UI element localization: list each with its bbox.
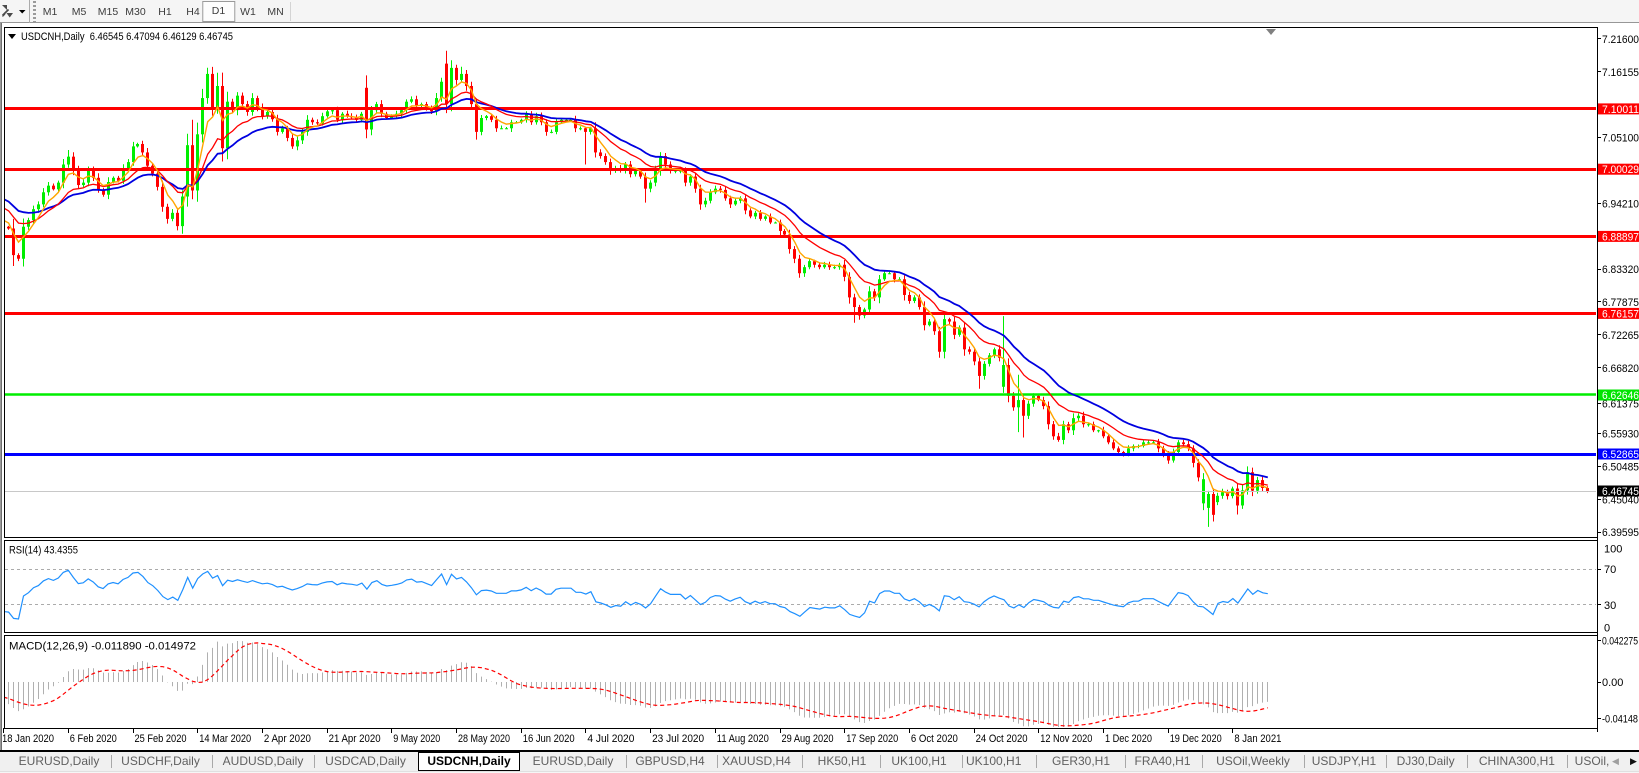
svg-text:0.042275: 0.042275 bbox=[1602, 636, 1638, 648]
svg-text:100: 100 bbox=[1604, 544, 1622, 556]
svg-text:1 Dec 2020: 1 Dec 2020 bbox=[1105, 733, 1152, 745]
svg-text:8 Jan 2021: 8 Jan 2021 bbox=[1234, 733, 1281, 745]
svg-text:6.76157: 6.76157 bbox=[1602, 308, 1639, 320]
svg-text:0: 0 bbox=[1604, 623, 1610, 635]
svg-text:6.45040: 6.45040 bbox=[1602, 494, 1639, 506]
svg-text:21 Apr 2020: 21 Apr 2020 bbox=[329, 733, 381, 745]
svg-text:30: 30 bbox=[1604, 600, 1616, 612]
svg-text:6.66820: 6.66820 bbox=[1602, 363, 1639, 375]
svg-text:6.61375: 6.61375 bbox=[1602, 399, 1639, 411]
svg-text:0.00: 0.00 bbox=[1602, 677, 1623, 689]
svg-text:6.77875: 6.77875 bbox=[1602, 297, 1639, 309]
svg-text:6.88897: 6.88897 bbox=[1602, 231, 1639, 243]
svg-text:19 Dec 2020: 19 Dec 2020 bbox=[1170, 733, 1222, 745]
svg-text:23 Jul 2020: 23 Jul 2020 bbox=[652, 733, 704, 745]
svg-text:MACD(12,26,9) -0.011890 -0.014: MACD(12,26,9) -0.011890 -0.014972 bbox=[9, 641, 196, 653]
svg-text:6.50485: 6.50485 bbox=[1602, 461, 1639, 473]
svg-text:7.10011: 7.10011 bbox=[1602, 104, 1639, 116]
svg-text:-0.04148: -0.04148 bbox=[1602, 714, 1638, 726]
svg-text:18 Jan 2020: 18 Jan 2020 bbox=[2, 733, 54, 745]
svg-text:9 May 2020: 9 May 2020 bbox=[393, 733, 440, 745]
svg-text:7.16155: 7.16155 bbox=[1602, 67, 1639, 79]
svg-text:6 Feb 2020: 6 Feb 2020 bbox=[70, 733, 117, 745]
svg-text:USDCNH,Daily 6.46545 6.47094: USDCNH,Daily 6.46545 6.47094 6.46129 6.4… bbox=[21, 31, 233, 43]
svg-text:25 Feb 2020: 25 Feb 2020 bbox=[135, 733, 187, 745]
svg-text:6.55930: 6.55930 bbox=[1602, 429, 1639, 441]
svg-text:29 Aug 2020: 29 Aug 2020 bbox=[782, 733, 834, 745]
svg-text:14 Mar 2020: 14 Mar 2020 bbox=[199, 733, 251, 745]
svg-text:6.52865: 6.52865 bbox=[1602, 449, 1639, 461]
svg-text:6.94210: 6.94210 bbox=[1602, 198, 1639, 210]
svg-text:6.39595: 6.39595 bbox=[1602, 527, 1639, 539]
svg-text:12 Nov 2020: 12 Nov 2020 bbox=[1040, 733, 1092, 745]
svg-text:6.62646: 6.62646 bbox=[1602, 390, 1639, 402]
svg-text:28 May 2020: 28 May 2020 bbox=[458, 733, 510, 745]
svg-text:RSI(14) 43.4355: RSI(14) 43.4355 bbox=[9, 545, 78, 557]
svg-text:7.00029: 7.00029 bbox=[1602, 164, 1639, 176]
svg-text:70: 70 bbox=[1604, 564, 1616, 576]
svg-text:2 Apr 2020: 2 Apr 2020 bbox=[264, 733, 311, 745]
svg-text:6.83320: 6.83320 bbox=[1602, 264, 1639, 276]
svg-text:4 Jul 2020: 4 Jul 2020 bbox=[587, 733, 634, 745]
svg-text:6 Oct 2020: 6 Oct 2020 bbox=[911, 733, 958, 745]
svg-text:11 Aug 2020: 11 Aug 2020 bbox=[717, 733, 769, 745]
svg-text:7.05100: 7.05100 bbox=[1602, 133, 1639, 145]
svg-text:16 Jun 2020: 16 Jun 2020 bbox=[523, 733, 575, 745]
svg-text:6.72265: 6.72265 bbox=[1602, 330, 1639, 342]
svg-text:24 Oct 2020: 24 Oct 2020 bbox=[976, 733, 1028, 745]
svg-text:6.46745: 6.46745 bbox=[1602, 486, 1639, 498]
svg-text:7.21600: 7.21600 bbox=[1602, 34, 1639, 46]
svg-text:17 Sep 2020: 17 Sep 2020 bbox=[846, 733, 898, 745]
